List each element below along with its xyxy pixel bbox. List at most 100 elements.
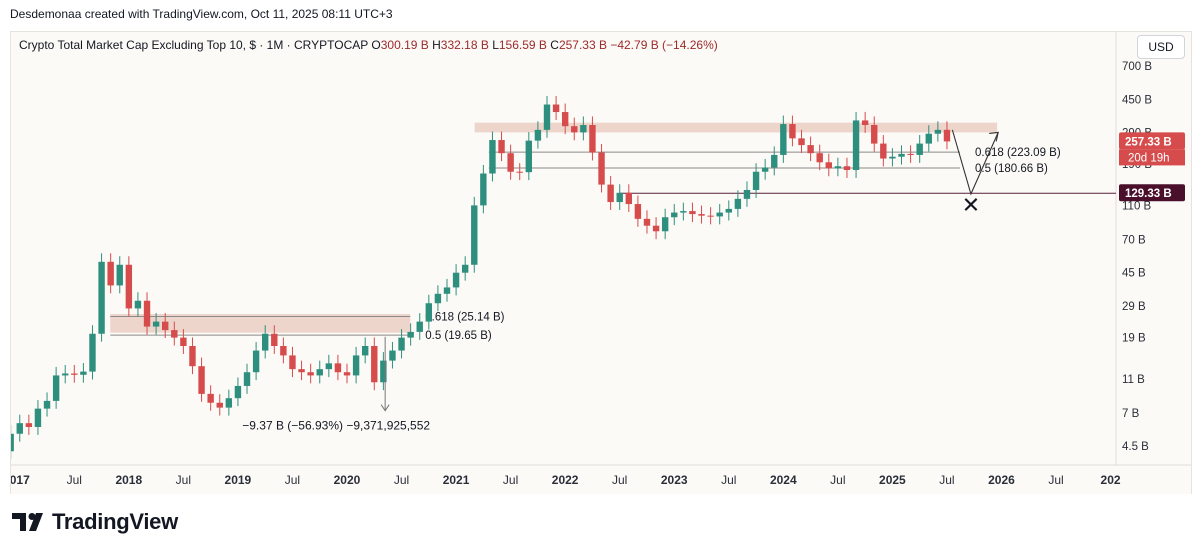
candle-body xyxy=(807,145,814,154)
candle-body xyxy=(707,215,714,217)
x-tick-label: 2019 xyxy=(225,473,252,487)
candle-body xyxy=(589,124,596,153)
level-tag xyxy=(1119,184,1185,202)
x-tick-label: 202 xyxy=(1101,473,1121,487)
candle-body xyxy=(98,261,105,334)
candle-body xyxy=(398,337,405,351)
candle-body xyxy=(234,385,242,399)
candle-body xyxy=(389,350,396,361)
candle-body xyxy=(471,205,478,265)
countdown-tag xyxy=(1119,149,1185,166)
candle-body xyxy=(625,192,633,205)
candle-body xyxy=(843,166,851,171)
price-tag-label: 257.33 B xyxy=(1125,136,1172,148)
candle-body xyxy=(361,345,369,356)
candle-body xyxy=(52,375,60,401)
candle-body xyxy=(261,333,269,351)
candle-body xyxy=(298,369,305,373)
candle-body xyxy=(889,156,896,159)
target-x-icon: ✕ xyxy=(962,193,980,218)
candle-body xyxy=(871,124,878,144)
currency-button[interactable]: USD xyxy=(1137,35,1185,59)
candle-body xyxy=(752,171,760,190)
candle-body xyxy=(434,293,442,304)
fib-label-2: 0.618 (223.09 B) xyxy=(975,147,1061,159)
candle-body xyxy=(452,272,460,288)
x-tick-label: 2021 xyxy=(443,473,470,487)
candle-body xyxy=(152,321,160,327)
x-tick-label: Jul xyxy=(176,473,191,487)
candle-body xyxy=(443,287,451,294)
x-tick-label: Jul xyxy=(503,473,518,487)
candle-body xyxy=(43,400,51,409)
projection-arrow-icon xyxy=(989,131,999,142)
y-tick-label: 70 B xyxy=(1122,234,1146,246)
low-value: 156.59 B xyxy=(498,38,547,52)
candle-body xyxy=(225,398,233,408)
candle-body xyxy=(734,198,742,209)
candle-body xyxy=(198,366,205,394)
price-chart[interactable]: 0.618 (25.14 B) 0.5 (19.65 B) 0.618 (223.0… xyxy=(11,32,1191,494)
candle-body xyxy=(725,208,732,213)
tradingview-logo[interactable]: TradingView xyxy=(12,509,178,535)
candle-body xyxy=(543,104,551,130)
candle-body xyxy=(698,214,705,216)
candle-body xyxy=(661,217,669,232)
measure-label: −9.37 B (−56.93%) −9,371,925,552 xyxy=(242,419,430,433)
tradingview-brand: TradingView xyxy=(52,509,178,534)
candle-body xyxy=(89,333,96,372)
x-tick-label: Jul xyxy=(612,473,627,487)
candle-body xyxy=(425,303,433,322)
x-tick-label: 2018 xyxy=(115,473,142,487)
candle-body xyxy=(552,104,560,113)
countdown-label: 20d 19h xyxy=(1128,152,1170,164)
fib-label-3: 0.5 (180.66 B) xyxy=(975,163,1048,175)
candle-body xyxy=(334,363,342,373)
x-tick-label: Jul xyxy=(394,473,409,487)
candle-body xyxy=(743,189,751,199)
candle-body xyxy=(11,433,14,452)
header-bar: Desdemonaa created with TradingView.com,… xyxy=(0,0,1200,30)
x-tick-label: 2022 xyxy=(552,473,579,487)
candle-body xyxy=(798,138,805,146)
candle-body xyxy=(16,423,23,434)
candle-body xyxy=(116,264,123,286)
fib-label-1: 0.5 (19.65 B) xyxy=(425,330,492,342)
candle-body xyxy=(761,167,769,172)
x-tick-label: 2023 xyxy=(661,473,688,487)
candle-body xyxy=(134,300,142,309)
chart-area[interactable]: 0.618 (25.14 B) 0.5 (19.65 B) 0.618 (223.0… xyxy=(10,31,1192,495)
candle-body xyxy=(380,360,387,383)
x-tick-label: 2025 xyxy=(879,473,906,487)
x-tick-label: Jul xyxy=(1048,473,1063,487)
candle-body xyxy=(525,140,533,173)
candle-body xyxy=(125,264,133,309)
candle-body xyxy=(143,300,151,327)
open-value: 300.19 B xyxy=(380,38,429,52)
x-tick-label: Jul xyxy=(67,473,82,487)
price-tag xyxy=(1119,132,1185,150)
candle-body xyxy=(789,124,796,139)
candle-body xyxy=(607,184,614,203)
candle-body xyxy=(616,192,623,203)
candle-body xyxy=(25,423,33,427)
candle-body xyxy=(107,261,114,286)
candle-body xyxy=(716,212,723,217)
candle-body xyxy=(80,371,87,375)
candle-body xyxy=(834,166,842,169)
candle-body xyxy=(62,373,69,376)
candle-body xyxy=(925,133,932,144)
candle-body xyxy=(861,120,869,125)
candle-body xyxy=(561,112,569,127)
y-tick-label: 450 B xyxy=(1122,94,1152,106)
y-tick-label: 19 B xyxy=(1122,333,1146,345)
candle-body xyxy=(534,129,542,141)
candle-body xyxy=(943,129,951,142)
y-tick-label: 4.5 B xyxy=(1122,441,1149,453)
candle-body xyxy=(689,211,696,215)
high-label: H xyxy=(432,38,441,52)
candle-body xyxy=(171,330,178,338)
candle-body xyxy=(643,218,651,226)
symbol-title[interactable]: Crypto Total Market Cap Excluding Top 10… xyxy=(19,38,369,52)
candle-body xyxy=(316,369,323,376)
